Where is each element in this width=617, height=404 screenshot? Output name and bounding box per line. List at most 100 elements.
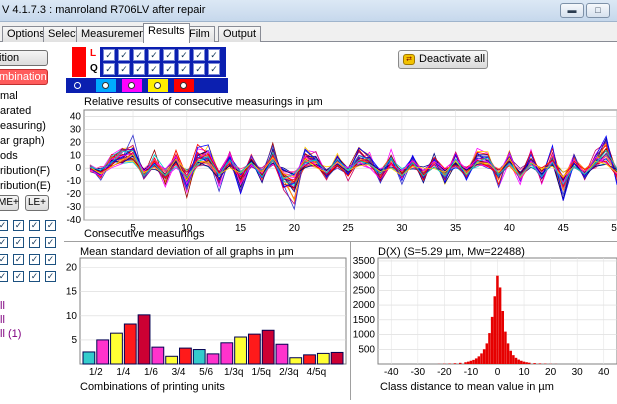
- tab-results[interactable]: Results: [143, 23, 190, 43]
- lq-checkbox[interactable]: ✓: [178, 49, 190, 61]
- left-checkbox[interactable]: ✓: [29, 271, 40, 282]
- lq-checkbox[interactable]: ✓: [163, 63, 175, 75]
- bar: [275, 343, 289, 365]
- y-tick-label: 10: [66, 311, 78, 322]
- left-checkbox[interactable]: ✓: [0, 271, 8, 282]
- lq-checkbox[interactable]: ✓: [163, 49, 175, 61]
- left-checkbox[interactable]: ✓: [29, 237, 40, 248]
- lq-checkbox[interactable]: ✓: [193, 63, 205, 75]
- option-methods[interactable]: ods: [0, 150, 18, 162]
- left-checkbox[interactable]: ✓: [45, 254, 56, 265]
- left-checkbox[interactable]: ✓: [0, 254, 8, 265]
- option-separated[interactable]: arated: [0, 105, 32, 117]
- histogram-bar: [512, 355, 515, 364]
- series-line: [89, 150, 617, 186]
- option-normal[interactable]: mal: [0, 90, 18, 102]
- lq-checkbox[interactable]: ✓: [208, 63, 220, 75]
- left-checkbox[interactable]: ✓: [45, 271, 56, 282]
- series-line: [89, 155, 617, 177]
- color-swatch[interactable]: [148, 79, 168, 92]
- minimize-button[interactable]: ▬: [560, 3, 584, 18]
- histogram-bar: [469, 360, 473, 364]
- x-tick-label: 35: [450, 223, 462, 234]
- bar: [110, 332, 123, 365]
- y-tick-label: -30: [67, 202, 82, 213]
- left-checkbox[interactable]: ✓: [0, 237, 8, 248]
- lq-checkbox[interactable]: ✓: [178, 63, 190, 75]
- series-line: [89, 157, 617, 187]
- vertical-divider: [350, 242, 351, 400]
- lq-checkbox[interactable]: ✓: [193, 49, 205, 61]
- tab-bar: Options Select Measurement Results Film …: [0, 22, 617, 43]
- histogram-bar: [533, 363, 536, 364]
- left-checkbox[interactable]: ✓: [0, 220, 8, 231]
- series-line: [89, 147, 617, 183]
- bottom-divider: [64, 241, 617, 242]
- y-tick-label: -20: [67, 189, 82, 200]
- x-tick-label: 1/3q: [224, 367, 243, 378]
- link-2[interactable]: ll: [0, 314, 5, 326]
- y-tick-label: -40: [67, 215, 82, 226]
- y-tick-label: 20: [70, 137, 82, 148]
- x-tick-label: 25: [343, 223, 355, 234]
- lq-checkbox[interactable]: ✓: [133, 63, 145, 75]
- swatch-selector[interactable]: [70, 79, 86, 92]
- x-tick-label: 4/5q: [307, 367, 326, 378]
- histogram-bar: [525, 362, 528, 364]
- combination-button[interactable]: mbination: [0, 69, 48, 85]
- option-measuring[interactable]: easuring): [0, 120, 46, 132]
- x-tick-label: 0: [495, 367, 501, 378]
- left-checkbox[interactable]: ✓: [13, 220, 24, 231]
- maximize-icon: □: [595, 5, 601, 15]
- tab-measurement[interactable]: Measurement: [76, 26, 154, 42]
- maximize-button[interactable]: □: [586, 3, 610, 18]
- series-line: [89, 151, 617, 183]
- position-button[interactable]: ition: [0, 50, 48, 66]
- lq-checkbox[interactable]: ✓: [208, 49, 220, 61]
- color-swatch[interactable]: [200, 79, 220, 92]
- deactivate-all-button[interactable]: ⇄ Deactivate all: [398, 50, 488, 69]
- option-distribution-e[interactable]: ribution(E): [0, 180, 51, 192]
- lq-checkbox[interactable]: ✓: [103, 49, 115, 61]
- lq-checkbox[interactable]: ✓: [133, 49, 145, 61]
- tab-output[interactable]: Output: [218, 26, 262, 42]
- left-checkbox[interactable]: ✓: [29, 254, 40, 265]
- bar: [303, 354, 316, 365]
- radio-icon: [154, 82, 161, 89]
- color-swatch[interactable]: [122, 79, 142, 92]
- lq-checkbox[interactable]: ✓: [118, 49, 130, 61]
- me-plus-button[interactable]: ME+: [0, 195, 19, 211]
- link-1[interactable]: ll: [0, 300, 5, 312]
- y-tick-label: 30: [70, 124, 82, 135]
- left-checkbox[interactable]: ✓: [13, 254, 24, 265]
- left-checkbox[interactable]: ✓: [45, 237, 56, 248]
- lq-checkbox[interactable]: ✓: [118, 63, 130, 75]
- color-swatch[interactable]: [96, 79, 116, 92]
- deactivate-all-label: Deactivate all: [419, 53, 486, 65]
- results-panel: ition mbination mal arated easuring) ar …: [0, 42, 617, 404]
- lq-checkbox[interactable]: ✓: [103, 63, 115, 75]
- left-checkbox[interactable]: ✓: [13, 271, 24, 282]
- bar: [82, 351, 96, 365]
- lq-checkbox[interactable]: ✓: [148, 63, 160, 75]
- left-checkbox[interactable]: ✓: [45, 220, 56, 231]
- option-bar-graph[interactable]: ar graph): [0, 135, 45, 147]
- color-swatch[interactable]: [174, 79, 194, 92]
- option-distribution-f[interactable]: ribution(F): [0, 165, 51, 177]
- link-3[interactable]: ll (1): [0, 328, 22, 340]
- series-line: [89, 149, 617, 186]
- bar: [220, 342, 234, 365]
- histogram-bar: [501, 311, 505, 364]
- left-checkbox[interactable]: ✓: [29, 220, 40, 231]
- series-line: [89, 155, 617, 179]
- y-tick-label: 2500: [353, 285, 376, 296]
- bar: [206, 353, 220, 365]
- histogram-bar: [522, 361, 526, 364]
- le-plus-button[interactable]: LE+: [25, 195, 49, 211]
- color-swatch-row: [66, 78, 228, 93]
- lq-checkbox[interactable]: ✓: [148, 49, 160, 61]
- tab-select[interactable]: Select: [43, 26, 84, 42]
- series-line: [89, 155, 617, 182]
- bar: [289, 357, 303, 365]
- left-checkbox[interactable]: ✓: [13, 237, 24, 248]
